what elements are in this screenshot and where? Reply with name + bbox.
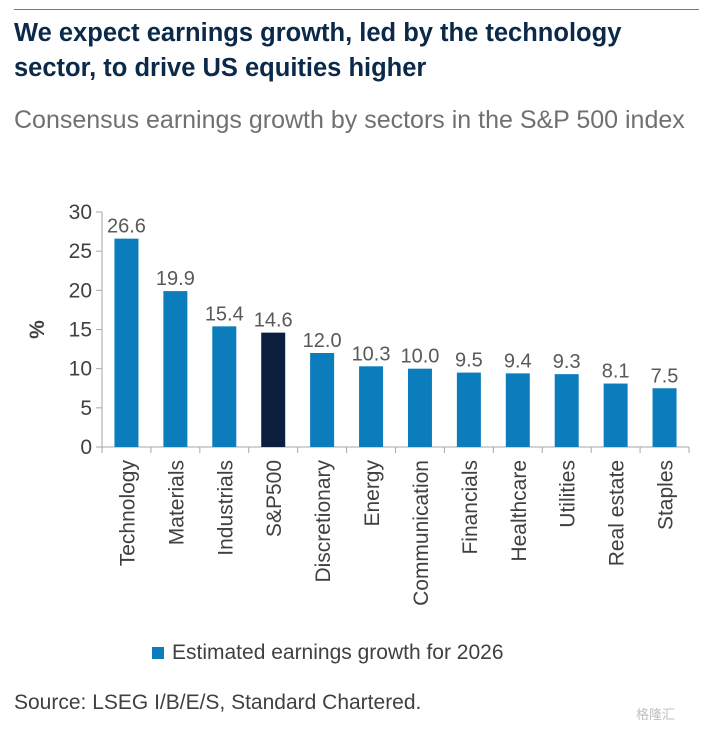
x-tick-label: Real estate [606, 460, 629, 566]
x-tick-label: Energy [361, 460, 384, 527]
data-label: 9.3 [553, 351, 581, 373]
x-tick-label: S&P500 [263, 460, 286, 537]
x-tick-label: Staples [655, 460, 678, 530]
bar-discretionary [310, 353, 335, 447]
data-label: 10.0 [400, 346, 439, 368]
x-tick-label: Materials [165, 460, 188, 545]
data-label: 14.6 [254, 310, 293, 332]
x-tick-label: Communication [410, 460, 433, 606]
x-tick-label: Discretionary [312, 460, 335, 583]
bar-technology [114, 238, 139, 447]
y-tick-label: 25 [69, 240, 92, 263]
chart-headline: We expect earnings growth, led by the te… [14, 19, 622, 82]
x-tick-label: Financials [459, 460, 482, 555]
data-label: 8.1 [602, 361, 630, 383]
data-label: 19.9 [156, 268, 195, 290]
x-tick-label: Industrials [214, 460, 237, 556]
bar-staples [652, 388, 677, 447]
x-tick-label: Technology [116, 460, 139, 567]
y-tick-label: 20 [69, 279, 92, 302]
data-label: 26.6 [107, 216, 146, 238]
source-note: Source: LSEG I/B/E/S, Standard Chartered… [14, 691, 422, 714]
bar-s-p500 [261, 332, 286, 447]
x-tick-label: Healthcare [508, 460, 531, 562]
bar-utilities [554, 374, 579, 447]
x-tick-label: Utilities [557, 460, 580, 528]
data-label: 12.0 [303, 330, 342, 352]
bar-energy [359, 366, 384, 447]
top-rule [14, 9, 699, 10]
data-label: 15.4 [205, 303, 244, 325]
bar-industrials [212, 326, 237, 447]
legend-label: Estimated earnings growth for 2026 [172, 641, 504, 664]
y-tick-label: 30 [69, 201, 92, 224]
y-tick-label: 0 [80, 436, 92, 459]
y-tick-label: 5 [80, 397, 92, 420]
bar-financials [456, 372, 481, 447]
y-axis-title: % [26, 320, 49, 339]
bar-materials [163, 291, 188, 447]
legend-swatch [152, 647, 164, 659]
bar-communication [407, 368, 432, 447]
data-label: 9.5 [455, 350, 483, 372]
bar-healthcare [505, 373, 530, 447]
chart-subtitle: Consensus earnings growth by sectors in … [14, 106, 685, 134]
y-tick-label: 15 [69, 319, 92, 342]
y-tick-label: 10 [69, 358, 92, 381]
data-label: 7.5 [651, 365, 679, 387]
bar-real-estate [603, 383, 628, 447]
watermark-logo: 格隆汇 [636, 708, 676, 723]
data-label: 9.4 [504, 350, 532, 372]
data-label: 10.3 [352, 343, 391, 365]
